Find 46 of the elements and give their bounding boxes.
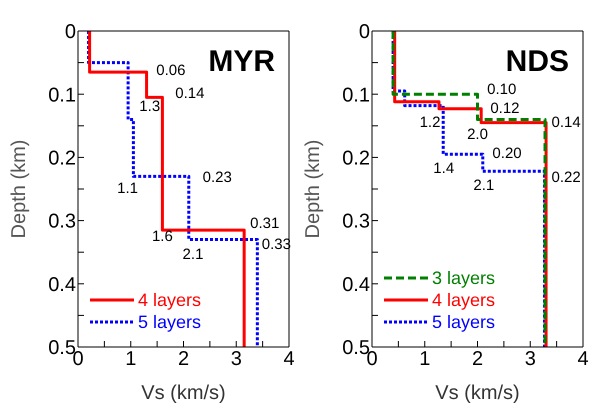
annotation: 0.31 [250,214,280,232]
annotation: 0.14 [552,114,581,131]
text: NDS [506,45,569,79]
x-tick-label: 3 [230,348,242,370]
annotation: 1.3 [139,98,160,115]
legend-label: 4 layers [432,289,496,311]
x-axis-title: Vs (km/s) [435,382,520,404]
y-tick-label: 0.1 [342,84,370,106]
legend-label: 5 layers [432,311,496,333]
y-tick-label: 0.2 [342,148,370,170]
annotation: 1.4 [433,160,454,177]
x-tick-label: 2 [472,348,484,370]
annotation: 0.06 [156,62,186,78]
x-tick-label: 4 [283,348,295,370]
annotation: 2.1 [473,177,494,194]
legend-label: 3 layers [432,267,496,289]
annotation: 0.12 [490,100,520,117]
y-tick-label: 0.3 [342,210,370,233]
annotation: 0.20 [492,145,522,162]
y-axis-title: Depth (km) [8,140,30,238]
y-tick-label: 0.2 [48,148,76,170]
y-tick-label: 0.4 [48,274,76,296]
x-tick-label: 1 [419,348,430,370]
annotation: 0.23 [202,168,232,186]
annotation: 0.10 [487,81,516,98]
y-tick-label: 0.3 [48,210,76,233]
y-axis-title: Depth (km) [302,140,324,238]
annotation: 0.14 [175,85,204,102]
y-tick-label: 0 [64,21,76,44]
annotation: 1.2 [420,114,440,131]
annotation: 2.1 [182,246,204,264]
text: MYR [208,45,275,79]
y-tick-label: 0 [358,21,370,44]
x-tick-label: 1 [125,348,136,370]
annotation: 1.1 [117,180,138,197]
y-tick-label: 0.1 [48,84,76,106]
legend-label: 5 layers [138,311,202,333]
x-tick-label: 3 [524,348,536,370]
annotation: 2.0 [467,126,488,143]
x-tick-label: 2 [178,348,190,370]
legend-label: 4 layers [138,289,202,311]
x-tick-label: 4 [577,348,589,370]
annotation: 1.6 [152,228,173,246]
x-axis-title: Vs (km/s) [141,382,226,404]
y-tick-label: 0.4 [342,274,370,296]
annotation: 0.22 [552,168,581,186]
